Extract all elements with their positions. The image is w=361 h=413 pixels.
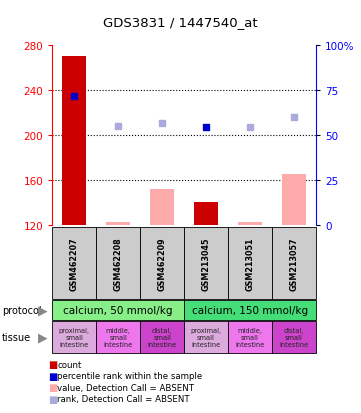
Text: GSM462208: GSM462208 — [114, 237, 123, 290]
Text: ▶: ▶ — [38, 330, 47, 344]
Text: ■: ■ — [48, 382, 57, 392]
Point — [115, 123, 121, 130]
Bar — [194, 203, 218, 225]
Text: ▶: ▶ — [38, 304, 47, 317]
Text: percentile rank within the sample: percentile rank within the sample — [57, 371, 202, 380]
Text: GSM213057: GSM213057 — [290, 237, 299, 290]
Point — [291, 114, 297, 121]
Text: rank, Detection Call = ABSENT: rank, Detection Call = ABSENT — [57, 394, 190, 404]
Text: ■: ■ — [48, 371, 57, 381]
Text: GDS3831 / 1447540_at: GDS3831 / 1447540_at — [103, 16, 258, 28]
Text: ■: ■ — [48, 359, 57, 369]
Text: calcium, 150 mmol/kg: calcium, 150 mmol/kg — [192, 305, 308, 315]
Point — [159, 121, 165, 127]
Point — [71, 94, 77, 100]
Text: middle,
small
intestine: middle, small intestine — [235, 327, 265, 347]
Point — [203, 124, 209, 131]
Text: GSM213051: GSM213051 — [245, 237, 255, 290]
Text: GSM462207: GSM462207 — [70, 237, 79, 290]
Bar — [62, 57, 86, 225]
Bar — [150, 189, 174, 225]
Text: proximal,
small
intestine: proximal, small intestine — [59, 327, 90, 347]
Text: ■: ■ — [48, 394, 57, 404]
Bar — [106, 223, 130, 225]
Text: value, Detection Call = ABSENT: value, Detection Call = ABSENT — [57, 383, 194, 392]
Text: calcium, 50 mmol/kg: calcium, 50 mmol/kg — [64, 305, 173, 315]
Text: count: count — [57, 360, 82, 369]
Text: GSM213045: GSM213045 — [201, 237, 210, 290]
Text: GSM462209: GSM462209 — [158, 237, 167, 290]
Bar — [238, 223, 262, 225]
Text: middle,
small
intestine: middle, small intestine — [104, 327, 133, 347]
Point — [247, 124, 253, 131]
Text: distal,
small
intestine: distal, small intestine — [148, 327, 177, 347]
Text: proximal,
small
intestine: proximal, small intestine — [191, 327, 222, 347]
Text: protocol: protocol — [2, 305, 42, 315]
Text: tissue: tissue — [2, 332, 31, 342]
Bar — [282, 175, 306, 225]
Text: distal,
small
intestine: distal, small intestine — [279, 327, 309, 347]
